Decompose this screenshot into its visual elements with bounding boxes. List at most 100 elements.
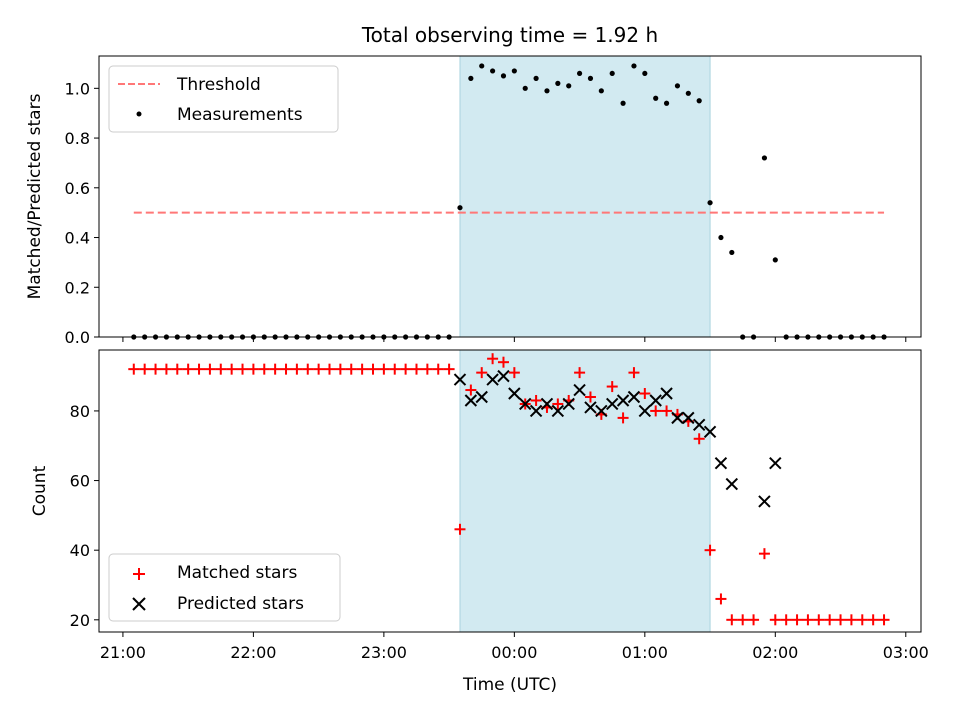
matched-star-marker: [737, 614, 749, 626]
legend-matched-swatch: [133, 568, 145, 580]
matched-star-marker: [497, 356, 509, 368]
measurement-point: [500, 73, 507, 79]
matched-star-marker: [628, 367, 640, 379]
bottom-x-tick-label: 03:00: [883, 643, 929, 662]
matched-star-marker: [400, 363, 412, 375]
predicted-star-marker: [562, 397, 575, 411]
matched-star-marker: [574, 367, 586, 379]
measurement-point: [479, 63, 485, 69]
legend-predicted-swatch: [132, 597, 146, 611]
matched-star-marker: [226, 363, 238, 375]
predicted-star-marker: [725, 477, 739, 491]
top-y-tick-label: 0.0: [65, 328, 90, 347]
matched-star-marker: [780, 614, 792, 626]
matched-star-marker: [824, 614, 836, 626]
top-y-tick-label: 0.8: [65, 129, 90, 148]
bottom-x-tick-label: 01:00: [622, 643, 668, 662]
measurement-point: [696, 98, 702, 104]
predicted-star-marker: [508, 387, 521, 400]
measurement-point: [729, 249, 735, 256]
matched-star-marker: [302, 363, 314, 375]
matched-star-marker: [650, 405, 662, 417]
matched-star-marker: [704, 544, 716, 556]
legend-matched-label: Matched stars: [177, 563, 297, 583]
top-y-tick-label: 0.6: [65, 179, 90, 198]
top-legend: Threshold Measurements: [108, 65, 339, 133]
predicted-star-marker: [453, 373, 467, 386]
predicted-star-marker: [519, 397, 532, 411]
predicted-star-marker: [595, 404, 608, 418]
matched-star-marker: [345, 363, 357, 375]
predicted-star-marker: [660, 387, 673, 400]
matched-star-marker: [769, 614, 781, 626]
matched-star-marker: [334, 363, 346, 375]
matched-star-marker: [758, 548, 770, 560]
measurement-point: [674, 83, 681, 89]
matched-star-marker: [204, 363, 216, 375]
matched-star-marker: [606, 381, 618, 393]
matched-star-marker: [443, 363, 455, 375]
matched-star-marker: [878, 614, 890, 626]
matched-star-marker: [584, 391, 596, 403]
top-y-tick-label: 0.4: [65, 229, 90, 248]
matched-star-marker: [182, 363, 194, 375]
bottom-y-tick-label: 60: [70, 472, 90, 491]
predicted-star-marker: [758, 495, 771, 508]
observing-window-shade: [459, 349, 711, 633]
measurement-point: [468, 75, 474, 81]
matched-star-marker: [139, 363, 151, 375]
bottom-y-tick-label: 80: [70, 402, 90, 421]
measurement-point: [707, 200, 713, 206]
measurement-point: [642, 70, 648, 77]
matched-star-marker: [410, 363, 422, 375]
bottom-x-axis-label: Time (UTC): [462, 675, 557, 695]
bottom-x-tick-label: 00:00: [491, 643, 537, 662]
predicted-star-marker: [584, 401, 597, 414]
legend-measurements-swatch: [136, 111, 142, 117]
matched-star-marker: [193, 363, 205, 375]
matched-star-marker: [835, 614, 847, 626]
matched-star-marker: [856, 614, 868, 626]
predicted-star-marker: [497, 369, 510, 383]
matched-star-marker: [552, 398, 564, 410]
predicted-star-marker: [573, 383, 586, 397]
bottom-x-tick-label: 21:00: [100, 643, 146, 662]
matched-star-marker: [845, 614, 857, 626]
top-panel: 0.0 0.2 0.4 0.6 0.8 1.0 Total observing time …: [25, 23, 922, 347]
top-legend-box: [108, 65, 339, 133]
bottom-x-tick-label: 02:00: [752, 643, 798, 662]
measurement-point: [576, 70, 583, 77]
matched-star-marker: [432, 363, 444, 375]
observing-window-shade: [459, 55, 711, 338]
bottom-plot-frame: [98, 349, 922, 633]
measurement-point: [631, 63, 637, 69]
bottom-legend-box: [108, 553, 341, 622]
predicted-star-marker: [692, 418, 706, 432]
matched-star-marker: [280, 363, 292, 375]
matched-star-marker: [639, 388, 651, 400]
measurement-point: [555, 80, 561, 86]
matched-star-marker: [171, 363, 183, 375]
matched-star-marker: [748, 614, 760, 626]
predicted-star-marker: [703, 425, 717, 439]
measurement-point: [620, 100, 626, 106]
top-y-axis-label: Matched/Predicted stars: [25, 93, 45, 299]
matched-star-marker: [693, 433, 705, 445]
bottom-x-tick-label: 22:00: [230, 643, 276, 662]
matched-star-marker: [617, 412, 629, 424]
matched-star-marker: [160, 363, 172, 375]
legend-predicted-label: Predicted stars: [177, 594, 304, 614]
predicted-star-marker: [649, 394, 662, 407]
matched-star-marker: [324, 363, 336, 375]
matched-star-marker: [726, 614, 738, 626]
predicted-star-marker: [682, 411, 695, 425]
matched-star-marker: [508, 367, 520, 379]
matched-star-marker: [661, 405, 673, 417]
bottom-legend: Matched stars Predicted stars: [108, 553, 341, 622]
matched-star-marker: [487, 353, 499, 365]
matched-star-marker: [128, 363, 140, 375]
predicted-star-marker: [540, 397, 554, 411]
matched-star-marker: [465, 384, 477, 396]
measurement-point: [685, 90, 691, 96]
